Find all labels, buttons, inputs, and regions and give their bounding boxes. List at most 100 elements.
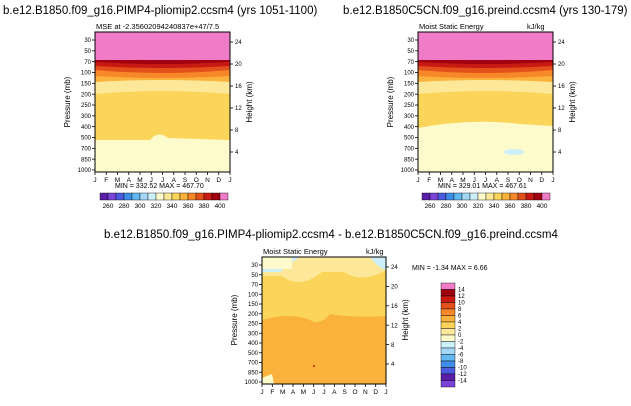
panel1-subtitle: MSE at -2.35602094240837e+47/7.5 (96, 22, 219, 31)
y-tick-label-left: 70 (251, 283, 258, 289)
panel2-title: b.e12.B1850C5CN.f09_g16.preind.ccsm4 (yr… (343, 5, 628, 17)
y-tick-label-left: 500 (404, 136, 415, 142)
x-tick-label: A (291, 389, 296, 396)
colorbar-swatch (440, 328, 456, 336)
x-tick-label: A (332, 389, 337, 396)
x-tick-label: M (460, 177, 465, 184)
y-tick-label-left: 500 (248, 351, 259, 357)
colorbar-swatch (179, 192, 189, 201)
colorbar-label: -12 (458, 372, 467, 378)
y-tick-label-left: 50 (84, 49, 91, 55)
colorbar-label: 360 (505, 203, 516, 210)
colorbar-label: 8 (458, 307, 462, 313)
x-tick-label: J (322, 389, 325, 396)
x-tick-label: S (342, 389, 347, 396)
y-tick-label-right: 12 (391, 323, 398, 329)
y-tick-label-left: 700 (248, 361, 259, 367)
y-tick-label-left: 300 (248, 331, 259, 337)
colorbar-swatch (440, 347, 456, 355)
y-tick-label-right: 4 (558, 150, 562, 156)
x-tick-label: J (416, 177, 419, 184)
x-tick-label: O (517, 177, 522, 184)
colorbar-swatch (195, 192, 205, 201)
panel1-ylabel-right: Height (km) (245, 81, 254, 123)
colorbar-label: 320 (151, 203, 162, 210)
y-tick-label-left: 1000 (401, 168, 415, 174)
y-tick-label-right: 16 (391, 304, 398, 310)
colorbar-swatch (219, 192, 229, 201)
y-tick-label-right: 20 (558, 62, 565, 68)
x-tick-label: J (161, 177, 164, 184)
x-tick-label: J (150, 177, 153, 184)
y-tick-label-right: 8 (558, 128, 562, 134)
y-tick-label-left: 250 (81, 103, 92, 109)
x-tick-label: A (450, 177, 455, 184)
colorbar-swatch (485, 192, 495, 201)
colorbar-swatch (440, 367, 456, 375)
band-neg-right (370, 257, 386, 270)
x-tick-label: M (137, 177, 142, 184)
panel2-ylabel-right: Height (km) (568, 81, 577, 123)
colorbar-label: 380 (199, 203, 210, 210)
colorbar-swatch (440, 295, 456, 303)
y-tick-label-right: 8 (391, 343, 395, 349)
colorbar-swatch (525, 192, 535, 201)
colorbar-swatch (107, 192, 117, 201)
y-tick-label-left: 400 (248, 341, 259, 347)
panel1-title: b.e12.B1850.f09_g16.PIMP4-pliomip2.ccsm4… (3, 5, 317, 17)
colorbar-label: 2 (458, 327, 462, 333)
x-tick-label: J (312, 389, 315, 396)
x-tick-label: D (216, 177, 221, 184)
colorbar-label: -8 (458, 359, 464, 365)
colorbar-swatch (461, 192, 471, 201)
colorbar-label: 280 (441, 203, 452, 210)
y-tick-label-left: 400 (81, 125, 92, 131)
y-tick-label-left: 50 (251, 273, 258, 279)
x-tick-label: J (93, 177, 96, 184)
colorbar-swatch (541, 192, 551, 201)
y-tick-label-left: 300 (81, 114, 92, 120)
colorbar-swatch (139, 192, 149, 201)
y-tick-label-left: 500 (81, 136, 92, 142)
colorbar-label: 6 (458, 314, 462, 320)
colorbar-swatch (171, 192, 181, 201)
colorbar-swatch (509, 192, 519, 201)
panel3-minmax: MIN = -1.34 MAX = 6.66 (412, 265, 488, 272)
x-tick-label: S (183, 177, 188, 184)
x-tick-label: S (506, 177, 511, 184)
colorbar-label: 4 (458, 320, 462, 326)
x-tick-label: O (194, 177, 199, 184)
y-tick-label-left: 700 (81, 147, 92, 153)
panel2-ylabel: Pressure (mb) (386, 76, 395, 127)
y-tick-label-right: 12 (558, 106, 565, 112)
colorbar-label: -14 (458, 379, 467, 385)
marker-red (313, 365, 315, 367)
x-tick-label: D (373, 389, 378, 396)
y-tick-label-left: 150 (404, 82, 415, 88)
colorbar-swatch (211, 192, 221, 201)
colorbar-swatch (533, 192, 543, 201)
colorbar-label: 380 (521, 203, 532, 210)
y-tick-label-left: 100 (81, 71, 92, 77)
panel1-minmax: MIN = 332.52 MAX = 467.70 (115, 183, 204, 190)
x-tick-label: N (363, 389, 368, 396)
colorbar-swatch (440, 308, 456, 316)
colorbar-swatch (187, 192, 197, 201)
y-tick-label-left: 70 (407, 60, 414, 66)
panel-difference: b.e12.B1850.f09_g16.PIMP4-pliomip2.ccsm4… (104, 229, 558, 396)
colorbar-label: 400 (215, 203, 226, 210)
panel3-title: b.e12.B1850.f09_g16.PIMP4-pliomip2.ccsm4… (104, 229, 558, 241)
band-light-left (262, 257, 292, 269)
colorbar-label: -2 (458, 340, 464, 346)
y-tick-label-left: 850 (81, 157, 92, 163)
x-tick-label: N (205, 177, 210, 184)
colorbar-swatch (440, 380, 456, 388)
colorbar-swatch (440, 302, 456, 310)
colorbar-swatch (123, 192, 133, 201)
colorbar-label: 300 (457, 203, 468, 210)
y-tick-label-right: 24 (235, 40, 242, 46)
colorbar-swatch (440, 373, 456, 381)
y-tick-label-right: 4 (235, 150, 239, 156)
colorbar-label: 260 (103, 203, 114, 210)
